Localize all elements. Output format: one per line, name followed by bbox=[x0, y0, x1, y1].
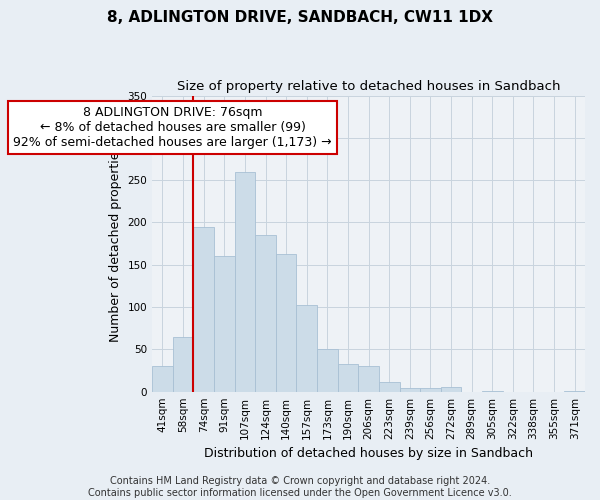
Y-axis label: Number of detached properties: Number of detached properties bbox=[109, 145, 122, 342]
Bar bbox=[296, 304, 317, 392]
Bar bbox=[358, 366, 379, 392]
Bar bbox=[235, 172, 255, 392]
Bar bbox=[214, 256, 235, 392]
Text: 8 ADLINGTON DRIVE: 76sqm
← 8% of detached houses are smaller (99)
92% of semi-de: 8 ADLINGTON DRIVE: 76sqm ← 8% of detache… bbox=[13, 106, 332, 148]
Bar bbox=[317, 350, 338, 392]
Bar bbox=[276, 254, 296, 392]
Bar bbox=[193, 226, 214, 392]
Text: Contains HM Land Registry data © Crown copyright and database right 2024.
Contai: Contains HM Land Registry data © Crown c… bbox=[88, 476, 512, 498]
Bar bbox=[255, 235, 276, 392]
Bar bbox=[338, 364, 358, 392]
X-axis label: Distribution of detached houses by size in Sandbach: Distribution of detached houses by size … bbox=[204, 447, 533, 460]
Bar bbox=[441, 388, 461, 392]
Bar bbox=[400, 388, 420, 392]
Text: 8, ADLINGTON DRIVE, SANDBACH, CW11 1DX: 8, ADLINGTON DRIVE, SANDBACH, CW11 1DX bbox=[107, 10, 493, 25]
Bar bbox=[152, 366, 173, 392]
Bar bbox=[379, 382, 400, 392]
Bar bbox=[420, 388, 441, 392]
Bar bbox=[482, 391, 503, 392]
Bar bbox=[565, 391, 585, 392]
Title: Size of property relative to detached houses in Sandbach: Size of property relative to detached ho… bbox=[177, 80, 560, 93]
Bar bbox=[173, 336, 193, 392]
